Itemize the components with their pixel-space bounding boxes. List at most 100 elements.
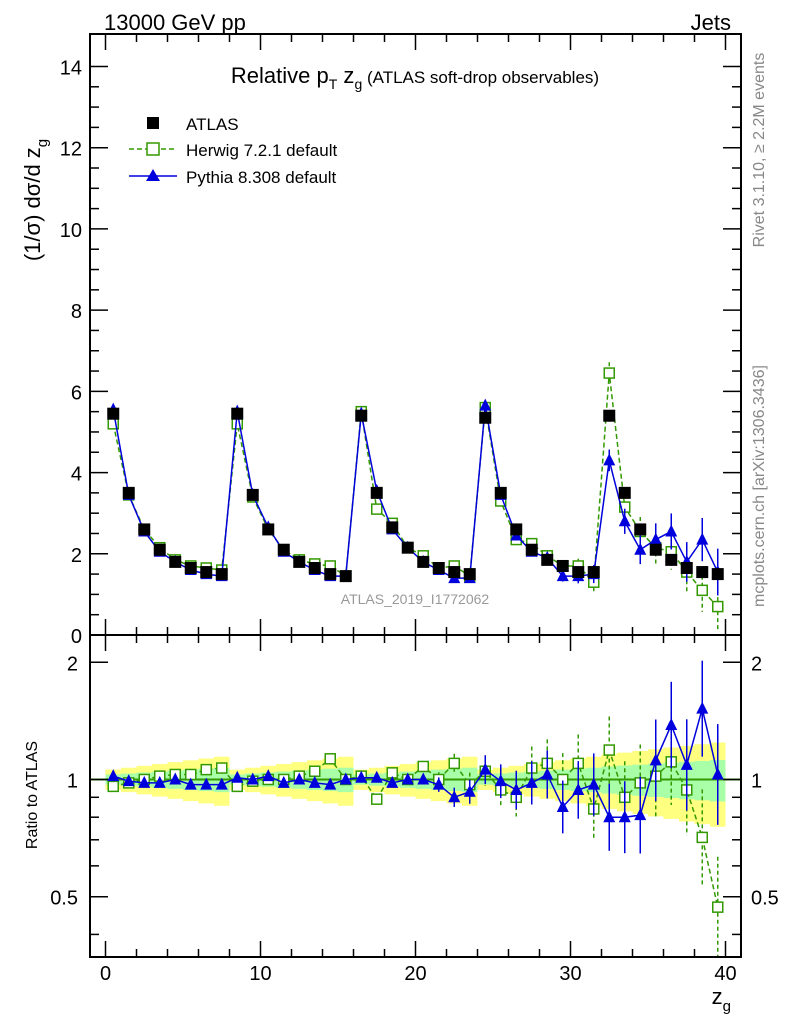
side-label-rivet: Rivet 3.1.10, ≥ 2.2M events — [751, 53, 768, 248]
pythia-ratio-point — [122, 774, 135, 787]
pythia-ratio-point — [479, 762, 492, 775]
atlas-point — [339, 570, 352, 583]
atlas-point — [680, 561, 693, 574]
atlas-point — [463, 568, 476, 581]
legend: ATLAS Herwig 7.2.1 default Pythia 8.308 … — [129, 115, 337, 187]
pythia-ratio-point — [277, 775, 290, 788]
atlas-point — [153, 543, 166, 556]
atlas-point — [122, 486, 135, 499]
atlas-point — [649, 543, 662, 556]
herwig-point — [603, 367, 615, 379]
pythia-ratio-point — [448, 790, 461, 803]
ratio-y-tick-label: 1 — [751, 770, 762, 792]
title-sub-2: g — [354, 76, 362, 92]
x-axis-label: zg — [712, 984, 731, 1015]
pythia-ratio-point — [649, 753, 662, 766]
herwig-ratio-line — [113, 747, 719, 908]
herwig-point — [712, 600, 724, 613]
atlas-point — [572, 566, 585, 579]
pythia-ratio-point — [432, 777, 445, 790]
pythia-ratio-point — [107, 769, 120, 782]
pythia-ratio-point — [355, 770, 368, 783]
ratio-y-tick-label: 0.5 — [751, 888, 779, 910]
pythia-ratio-point — [494, 774, 507, 787]
header-process: 13000 GeV pp — [104, 10, 246, 35]
atlas-point — [618, 486, 631, 499]
pythia-point — [556, 569, 569, 582]
legend-label-pythia: Pythia 8.308 default — [186, 168, 337, 187]
legend-label-herwig: Herwig 7.2.1 default — [186, 141, 337, 160]
herwig-ratio-point — [107, 780, 119, 793]
herwig-point — [371, 503, 383, 515]
ratio-band-inner — [694, 760, 710, 801]
main-y-axis-label-text: (1/σ) dσ/d z — [20, 147, 45, 261]
atlas-point — [308, 561, 321, 574]
main-y-tick-label: 10 — [60, 220, 82, 242]
pythia-ratio-point — [169, 772, 182, 785]
atlas-point — [355, 409, 368, 422]
atlas-point — [215, 568, 228, 581]
main-y-tick-label: 6 — [71, 382, 82, 404]
pythia-ratio-point — [401, 772, 414, 785]
herwig-ratio-point — [712, 901, 724, 913]
herwig-ratio-point — [417, 760, 429, 773]
atlas-point — [169, 555, 182, 568]
herwig-ratio-point — [200, 763, 212, 776]
main-y-axis-label-sub: g — [34, 139, 51, 147]
atlas-point — [525, 543, 538, 556]
atlas-point — [370, 486, 383, 499]
atlas-point — [246, 488, 259, 501]
pythia-ratio-point — [339, 772, 352, 785]
main-y-tick-label: 12 — [60, 139, 82, 161]
pythia-point — [634, 542, 647, 555]
header-category: Jets — [691, 10, 731, 35]
atlas-point — [200, 566, 213, 579]
pythia-point — [618, 514, 631, 527]
herwig-ratio-point — [216, 762, 228, 774]
pythia-ratio-point — [293, 772, 306, 785]
pythia-ratio-point — [231, 770, 244, 783]
atlas-point — [324, 568, 337, 581]
pythia-point — [479, 398, 492, 411]
main-y-tick-label: 2 — [71, 545, 82, 567]
ratio-y-tick-label: 0.5 — [50, 888, 78, 910]
atlas-point — [432, 561, 445, 574]
x-tick-label: 40 — [714, 963, 736, 985]
legend-label-atlas: ATLAS — [186, 115, 239, 134]
pythia-ratio-point — [572, 782, 585, 795]
pythia-ratio-point — [587, 777, 600, 790]
x-axis-label-sub: g — [723, 998, 731, 1015]
pythia-point — [649, 532, 662, 545]
x-tick-label: 0 — [100, 963, 111, 985]
legend-marker-herwig — [146, 142, 160, 156]
pythia-point — [603, 453, 616, 466]
legend-marker-atlas — [147, 117, 159, 129]
title-part-post: (ATLAS soft-drop observables) — [362, 68, 599, 87]
atlas-point — [665, 553, 678, 566]
atlas-point — [603, 409, 616, 422]
pythia-line — [112, 405, 719, 579]
pythia-ratio-point — [463, 784, 476, 797]
atlas-point — [277, 543, 290, 556]
x-tick-label: 10 — [249, 963, 271, 985]
atlas-point — [184, 561, 197, 574]
herwig-ratio-point — [324, 753, 336, 765]
atlas-point — [417, 555, 430, 568]
pythia-ratio-point — [417, 772, 430, 785]
title-part-mid: z — [337, 63, 354, 88]
pythia-ratio-point — [324, 777, 337, 790]
pythia-point — [665, 524, 678, 537]
pythia-ratio-point — [556, 799, 569, 812]
atlas-point — [494, 486, 507, 499]
ratio-panel: 0 10 20 30 40 0.5 0.5 1 1 2 2 Ratio to ATLAS zg — [24, 634, 779, 1015]
herwig-ratio-point — [696, 831, 708, 844]
main-watermark: ATLAS_2019_I1772062 — [341, 591, 490, 607]
main-title: Relative pT zg (ATLAS soft-drop observab… — [231, 63, 599, 92]
herwig-ratio-point — [309, 765, 321, 777]
herwig-point — [696, 584, 708, 597]
atlas-point — [262, 523, 275, 536]
atlas-point — [293, 555, 306, 568]
x-axis-label-text: z — [712, 984, 723, 1009]
